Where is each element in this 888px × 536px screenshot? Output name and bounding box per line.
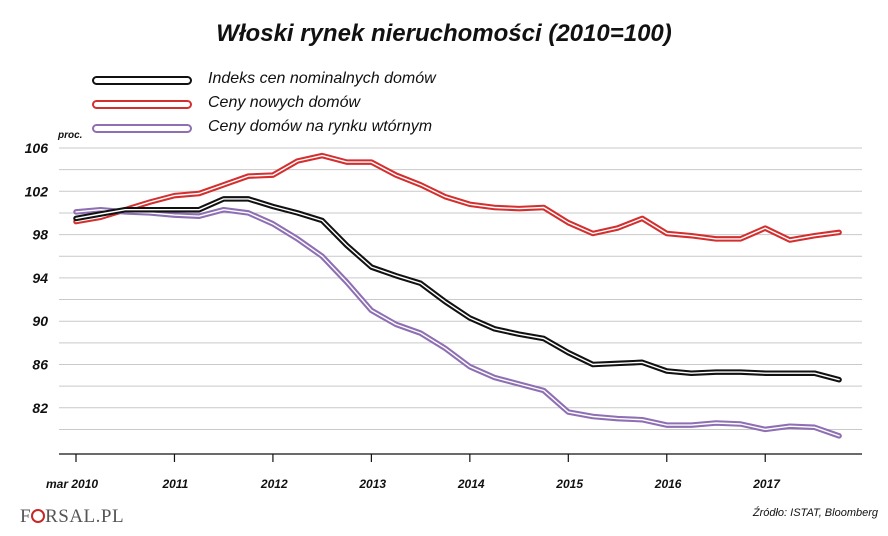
x-tick-label: 2011 — [161, 477, 188, 491]
x-tick-label: 2013 — [358, 477, 386, 491]
y-tick-label: 94 — [32, 270, 48, 286]
source-note: Źródło: ISTAT, Bloomberg — [752, 507, 878, 519]
x-tick-label: 2012 — [260, 477, 288, 491]
series-line-2 — [73, 206, 842, 439]
y-tick-label: 86 — [32, 357, 48, 373]
x-tick-label: mar 2010 — [46, 477, 98, 491]
forsal-logo: F RSAL.PL — [20, 506, 124, 528]
legend-label-new: Ceny nowych domów — [208, 94, 361, 111]
y-tick-label: 82 — [32, 400, 48, 416]
legend-label-secondary: Ceny domów na rynku wtórnym — [208, 118, 433, 135]
legend-swatch-secondary — [92, 124, 192, 133]
x-tick-label: 2016 — [654, 477, 682, 491]
y-tick-labels: 82 86 90 94 98 102 106 — [25, 140, 49, 416]
series-line-inner-0 — [75, 198, 840, 381]
series-line-inner-2 — [75, 208, 840, 437]
logo-text-prefix: F — [20, 506, 32, 527]
grid-lines — [59, 147, 862, 430]
y-axis-label: proc. — [57, 130, 82, 141]
legend-label-nominal: Indeks cen nominalnych domów — [208, 70, 436, 87]
legend-swatch-nominal — [92, 76, 192, 85]
series-line-inner-1 — [75, 154, 840, 241]
logo-o-icon — [31, 509, 46, 523]
x-tick-label: 2015 — [555, 477, 583, 491]
y-tick-label: 102 — [25, 183, 49, 199]
y-tick-label: 98 — [32, 227, 48, 243]
x-axis: mar 2010 2011 2012 2013 2014 2015 2016 2017 — [46, 453, 862, 491]
series-lines — [73, 152, 842, 439]
series-line-1 — [73, 152, 842, 243]
legend-swatch-new — [92, 100, 192, 109]
series-line-0 — [73, 196, 842, 383]
y-tick-label: 106 — [25, 140, 49, 156]
x-tick-label: 2014 — [457, 477, 485, 491]
x-tick-label: 2017 — [752, 477, 781, 491]
y-tick-label: 90 — [32, 313, 48, 329]
logo-text-suffix: RSAL.PL — [45, 506, 125, 527]
chart-title: Włoski rynek nieruchomości (2010=100) — [216, 20, 672, 47]
